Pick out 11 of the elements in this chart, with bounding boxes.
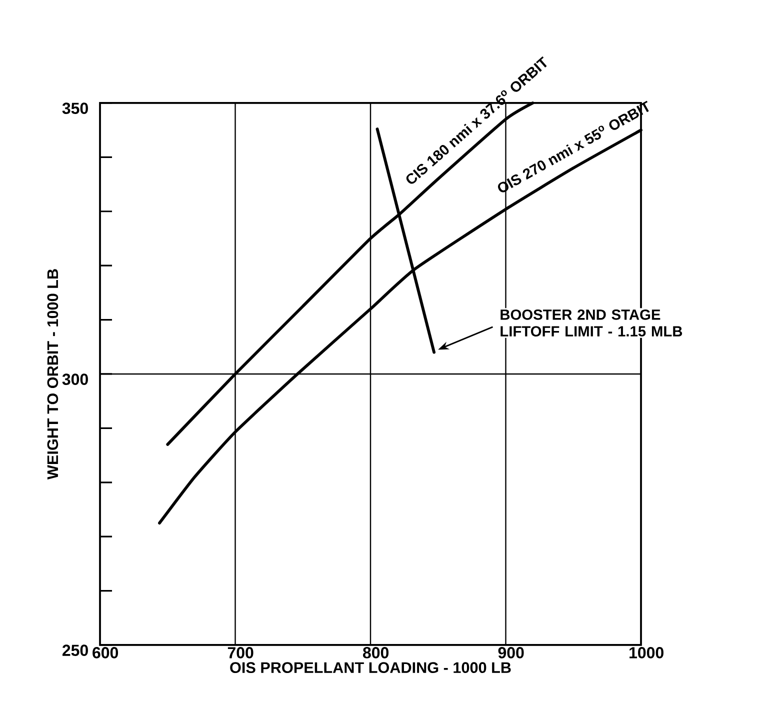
x-tick-label: 700 bbox=[228, 647, 254, 658]
y-tick-label: 250 bbox=[62, 644, 88, 656]
x-tick-label: 600 bbox=[92, 647, 118, 658]
x-axis-title: OIS PROPELLANT LOADING - 1000 LB bbox=[230, 662, 511, 674]
annotation: BOOSTER 2ND STAGE LIFTOFF LIMIT - 1.15 MLB bbox=[500, 309, 682, 336]
x-tick-label: 900 bbox=[498, 647, 524, 658]
y-axis-title: WEIGHT TO ORBIT - 1000 LB bbox=[47, 269, 58, 480]
x-tick-label: 1000 bbox=[630, 647, 664, 658]
y-tick-label: 350 bbox=[62, 102, 88, 114]
x-tick-label: 800 bbox=[362, 647, 389, 658]
y-tick-label: 300 bbox=[62, 374, 88, 386]
